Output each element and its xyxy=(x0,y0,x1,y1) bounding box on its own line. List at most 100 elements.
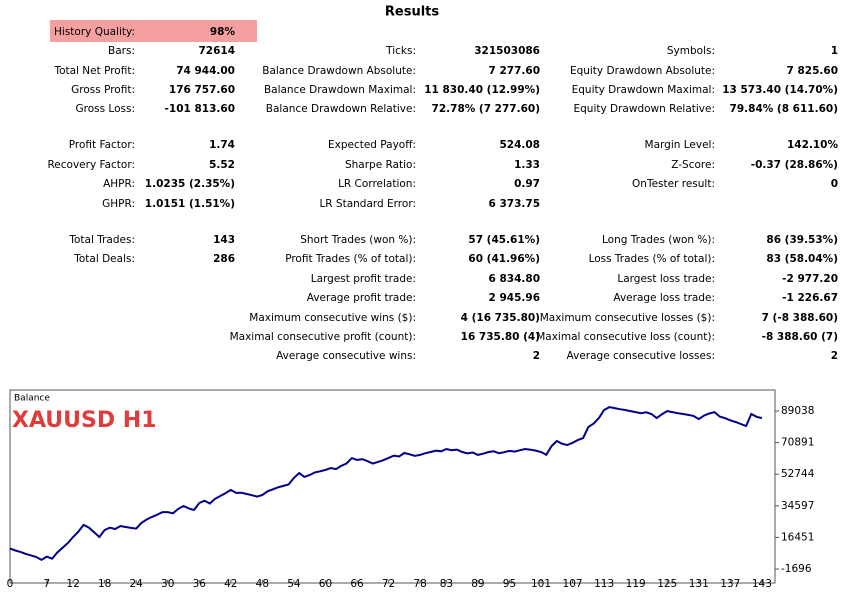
stat-label: Gross Profit: xyxy=(71,84,135,96)
stat-label: Maximal consecutive loss (count): xyxy=(536,331,715,343)
stat-value: 286 xyxy=(213,253,235,265)
stat-value: 1.0235 (2.35%) xyxy=(145,178,235,190)
balance-line xyxy=(9,406,763,562)
y-tick-label: 16451 xyxy=(781,531,814,543)
x-tick-label: 30 xyxy=(161,578,174,590)
x-tick-label: 24 xyxy=(129,578,143,590)
stat-label: OnTester result: xyxy=(632,178,715,190)
x-tick-label: 95 xyxy=(503,578,516,590)
y-tick-label: 70891 xyxy=(781,437,814,449)
stat-value: -0.37 (28.86%) xyxy=(751,159,838,171)
y-tick-label: 52744 xyxy=(781,468,815,480)
stat-label: Total Trades: xyxy=(68,234,135,246)
stat-label: Profit Trades (% of total): xyxy=(285,253,416,265)
stat-value: 1.33 xyxy=(514,159,540,171)
stat-label: Equity Drawdown Relative: xyxy=(573,103,715,115)
stat-label: Maximum consecutive losses ($): xyxy=(540,312,715,324)
stat-label: GHPR: xyxy=(102,198,135,210)
stat-value: -2 977.20 xyxy=(782,273,838,285)
stat-value: 2 945.96 xyxy=(489,292,540,304)
stat-value: 321503086 xyxy=(474,45,540,57)
stat-value: 4 (16 735.80) xyxy=(461,312,540,324)
stat-value: 1.0151 (1.51%) xyxy=(145,198,235,210)
stat-label: Maximum consecutive wins ($): xyxy=(249,312,416,324)
stat-label: Equity Drawdown Maximal: xyxy=(572,84,715,96)
stat-label: Short Trades (won %): xyxy=(300,234,416,246)
report-title: Results xyxy=(385,5,439,20)
quality-label: History Quality: xyxy=(54,26,135,38)
stat-label: Expected Payoff: xyxy=(328,139,416,151)
x-tick-label: 119 xyxy=(626,578,646,590)
stat-value: 176 757.60 xyxy=(169,84,235,96)
stat-value: 2 xyxy=(533,350,540,362)
stat-label: Total Net Profit: xyxy=(53,65,135,77)
x-tick-label: 12 xyxy=(66,578,79,590)
x-tick-label: 7 xyxy=(43,578,50,590)
stat-label: Gross Loss: xyxy=(76,103,136,115)
stat-value: 142.10% xyxy=(787,139,839,151)
stat-label: Average consecutive wins: xyxy=(276,350,416,362)
stat-value: 524.08 xyxy=(499,139,540,151)
x-tick-label: 48 xyxy=(256,578,269,590)
x-tick-label: 36 xyxy=(193,578,207,590)
stat-label: Ticks: xyxy=(385,45,416,57)
quality-value: 98% xyxy=(210,26,236,38)
stat-value: 16 735.80 (4) xyxy=(461,331,540,343)
stat-value: 79.84% (8 611.60) xyxy=(730,103,838,115)
x-tick-label: 101 xyxy=(531,578,551,590)
stat-label: Average loss trade: xyxy=(613,292,715,304)
stat-value: 86 (39.53%) xyxy=(766,234,838,246)
x-tick-label: 83 xyxy=(440,578,453,590)
x-tick-label: 72 xyxy=(382,578,395,590)
stat-value: 72614 xyxy=(198,45,235,57)
stat-label: Margin Level: xyxy=(645,139,715,151)
y-tick-label: 34597 xyxy=(781,500,814,512)
stat-value: 13 573.40 (14.70%) xyxy=(722,84,838,96)
stat-value: 5.52 xyxy=(209,159,235,171)
stat-label: Maximal consecutive profit (count): xyxy=(230,331,416,343)
stat-value: 7 825.60 xyxy=(787,65,838,77)
quality-highlight xyxy=(50,20,257,42)
x-tick-label: 54 xyxy=(287,578,301,590)
stat-value: 1.74 xyxy=(209,139,235,151)
stat-label: Recovery Factor: xyxy=(47,159,135,171)
x-tick-label: 113 xyxy=(594,578,614,590)
stat-label: Z-Score: xyxy=(671,159,715,171)
x-tick-label: 143 xyxy=(752,578,772,590)
x-tick-label: 125 xyxy=(657,578,677,590)
stat-label: Symbols: xyxy=(667,45,715,57)
stat-label: Largest loss trade: xyxy=(617,273,715,285)
stat-label: Balance Drawdown Absolute: xyxy=(262,65,416,77)
stat-value: 0 xyxy=(831,178,838,190)
stat-label: Average consecutive losses: xyxy=(567,350,715,362)
chart-title: Balance xyxy=(14,394,50,404)
stat-label: Bars: xyxy=(108,45,135,57)
x-tick-label: 78 xyxy=(413,578,426,590)
stat-value: 1 xyxy=(831,45,838,57)
x-tick-label: 42 xyxy=(224,578,237,590)
y-tick-label: 89038 xyxy=(781,405,814,417)
stat-value: -1 226.67 xyxy=(782,292,838,304)
stat-label: LR Standard Error: xyxy=(319,198,416,210)
chart-frame xyxy=(9,389,776,584)
stat-value: -101 813.60 xyxy=(165,103,235,115)
x-tick-label: 89 xyxy=(471,578,484,590)
stat-label: Equity Drawdown Absolute: xyxy=(570,65,715,77)
stat-label: AHPR: xyxy=(103,178,135,190)
stat-label: Loss Trades (% of total): xyxy=(589,253,715,265)
stat-value: 83 (58.04%) xyxy=(766,253,838,265)
x-tick-label: 107 xyxy=(563,578,583,590)
stat-label: Profit Factor: xyxy=(69,139,135,151)
stat-label: Sharpe Ratio: xyxy=(345,159,416,171)
stat-label: Total Deals: xyxy=(73,253,135,265)
x-tick-label: 137 xyxy=(720,578,740,590)
stat-value: 7 (-8 388.60) xyxy=(762,312,838,324)
stat-value: 74 944.00 xyxy=(176,65,235,77)
chart-annotation: XAUUSD H1 xyxy=(12,408,157,433)
x-tick-label: 60 xyxy=(319,578,332,590)
x-tick-label: 0 xyxy=(7,578,14,590)
stat-value: 7 277.60 xyxy=(489,65,540,77)
stat-label: Largest profit trade: xyxy=(311,273,416,285)
stat-label: Average profit trade: xyxy=(307,292,416,304)
